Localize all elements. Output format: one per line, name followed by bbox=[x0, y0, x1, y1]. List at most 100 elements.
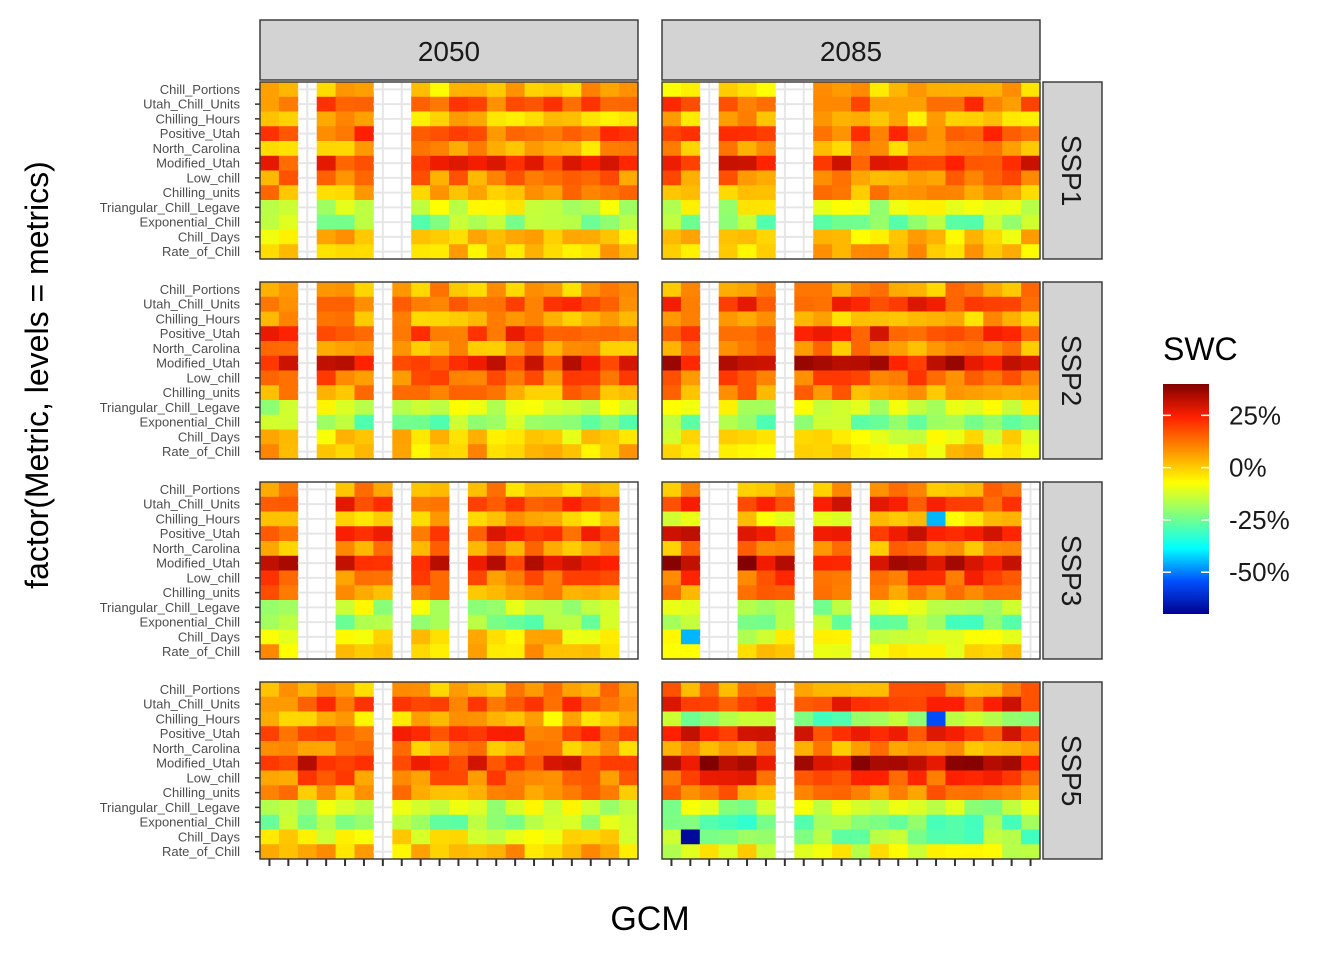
heatmap-cell bbox=[888, 755, 909, 771]
heatmap-cell bbox=[467, 185, 488, 201]
heatmap-cell bbox=[737, 570, 757, 586]
heatmap-cell bbox=[505, 385, 525, 401]
heatmap-cell bbox=[1002, 696, 1022, 712]
heatmap-cell bbox=[449, 141, 469, 157]
heatmap-cell bbox=[354, 482, 374, 498]
heatmap-cell bbox=[524, 785, 544, 801]
heatmap-cell bbox=[619, 696, 639, 712]
heatmap-cell bbox=[260, 741, 280, 757]
heatmap-cell bbox=[699, 829, 720, 845]
heatmap-cell bbox=[524, 326, 544, 342]
strip-SSP2: SSP2 bbox=[1042, 281, 1103, 460]
heatmap-cell bbox=[543, 355, 563, 371]
y-tick-label: Chilling_Hours bbox=[155, 311, 240, 326]
heatmap-cell bbox=[297, 770, 318, 786]
heatmap-cell bbox=[562, 696, 582, 712]
heatmap-cell bbox=[505, 429, 525, 445]
panel-2085_SSP3 bbox=[661, 481, 1041, 660]
heatmap-cell bbox=[907, 429, 927, 445]
heatmap-cell bbox=[851, 111, 871, 127]
heatmap-cell bbox=[430, 341, 450, 357]
heatmap-cell bbox=[737, 229, 757, 245]
heatmap-cell bbox=[680, 629, 701, 645]
y-tick-label: Positive_Utah bbox=[160, 726, 240, 741]
heatmap-cell bbox=[794, 696, 814, 712]
heatmap-cell bbox=[813, 570, 833, 586]
heatmap-cell bbox=[718, 170, 738, 186]
heatmap-cell bbox=[581, 644, 601, 660]
heatmap-cell bbox=[581, 511, 601, 527]
heatmap-cell bbox=[505, 496, 525, 512]
heatmap-cell bbox=[945, 682, 965, 698]
heatmap-cell bbox=[524, 741, 544, 757]
heatmap-cell bbox=[813, 526, 833, 542]
heatmap-cell bbox=[467, 541, 488, 557]
heatmap-cell bbox=[1002, 829, 1022, 845]
heatmap-cell bbox=[600, 682, 620, 698]
heatmap-cell bbox=[983, 600, 1003, 616]
heatmap-cell bbox=[1021, 814, 1041, 830]
heatmap-cell bbox=[411, 311, 431, 327]
heatmap-cell bbox=[354, 141, 374, 157]
heatmap-cell bbox=[543, 385, 563, 401]
heatmap-cell bbox=[486, 570, 507, 586]
heatmap-cell bbox=[813, 726, 833, 742]
heatmap-cell bbox=[278, 614, 299, 630]
heatmap-cell bbox=[335, 496, 355, 512]
heatmap-cell bbox=[718, 141, 738, 157]
heatmap-cell bbox=[869, 555, 890, 571]
heatmap-cell bbox=[524, 296, 544, 312]
heatmap-cell bbox=[505, 570, 525, 586]
heatmap-cell bbox=[1021, 785, 1041, 801]
heatmap-cell bbox=[813, 229, 833, 245]
heatmap-cell bbox=[260, 541, 280, 557]
heatmap-cell bbox=[467, 155, 488, 171]
heatmap-cell bbox=[335, 229, 355, 245]
heatmap-cell bbox=[335, 82, 355, 98]
heatmap-cell bbox=[486, 555, 507, 571]
heatmap-cell bbox=[543, 814, 563, 830]
heatmap-cell bbox=[662, 770, 682, 786]
heatmap-cell bbox=[813, 296, 833, 312]
heatmap-cell bbox=[260, 770, 280, 786]
heatmap-cell bbox=[354, 785, 374, 801]
heatmap-cell bbox=[524, 82, 544, 98]
heatmap-cell bbox=[945, 244, 965, 260]
heatmap-cell bbox=[411, 111, 431, 127]
heatmap-cell bbox=[869, 496, 890, 512]
heatmap-cell bbox=[392, 444, 412, 460]
heatmap-cell bbox=[813, 355, 833, 371]
heatmap-cell bbox=[907, 96, 927, 112]
heatmap-cell bbox=[926, 341, 946, 357]
heatmap-cell bbox=[260, 726, 280, 742]
heatmap-cell bbox=[411, 244, 431, 260]
heatmap-cell bbox=[562, 844, 582, 860]
heatmap-cell bbox=[794, 414, 814, 430]
heatmap-cell bbox=[354, 682, 374, 698]
heatmap-cell bbox=[1002, 96, 1022, 112]
panel-2050_SSP5 bbox=[259, 681, 639, 860]
heatmap-cell bbox=[1002, 126, 1022, 142]
heatmap-cell bbox=[662, 170, 682, 186]
y-axis-title: factor(Metric, levels = metrics) bbox=[19, 161, 55, 589]
heatmap-cell bbox=[869, 770, 890, 786]
panel-border bbox=[661, 281, 1041, 460]
heatmap-cell bbox=[851, 229, 871, 245]
y-tick-label: Rate_of_Chill bbox=[162, 844, 240, 859]
heatmap-cell bbox=[562, 96, 582, 112]
heatmap-cell bbox=[851, 200, 871, 216]
heatmap-cell bbox=[411, 600, 431, 616]
heatmap-cell bbox=[581, 785, 601, 801]
heatmap-cell bbox=[756, 400, 776, 416]
heatmap-cell bbox=[278, 244, 299, 260]
heatmap-cell bbox=[813, 400, 833, 416]
heatmap-cell bbox=[449, 126, 469, 142]
heatmap-cell bbox=[832, 400, 852, 416]
heatmap-cell bbox=[467, 126, 488, 142]
heatmap-cell bbox=[430, 170, 450, 186]
heatmap-cell bbox=[354, 82, 374, 98]
heatmap-cell bbox=[945, 541, 965, 557]
heatmap-cell bbox=[983, 570, 1003, 586]
heatmap-cell bbox=[581, 496, 601, 512]
